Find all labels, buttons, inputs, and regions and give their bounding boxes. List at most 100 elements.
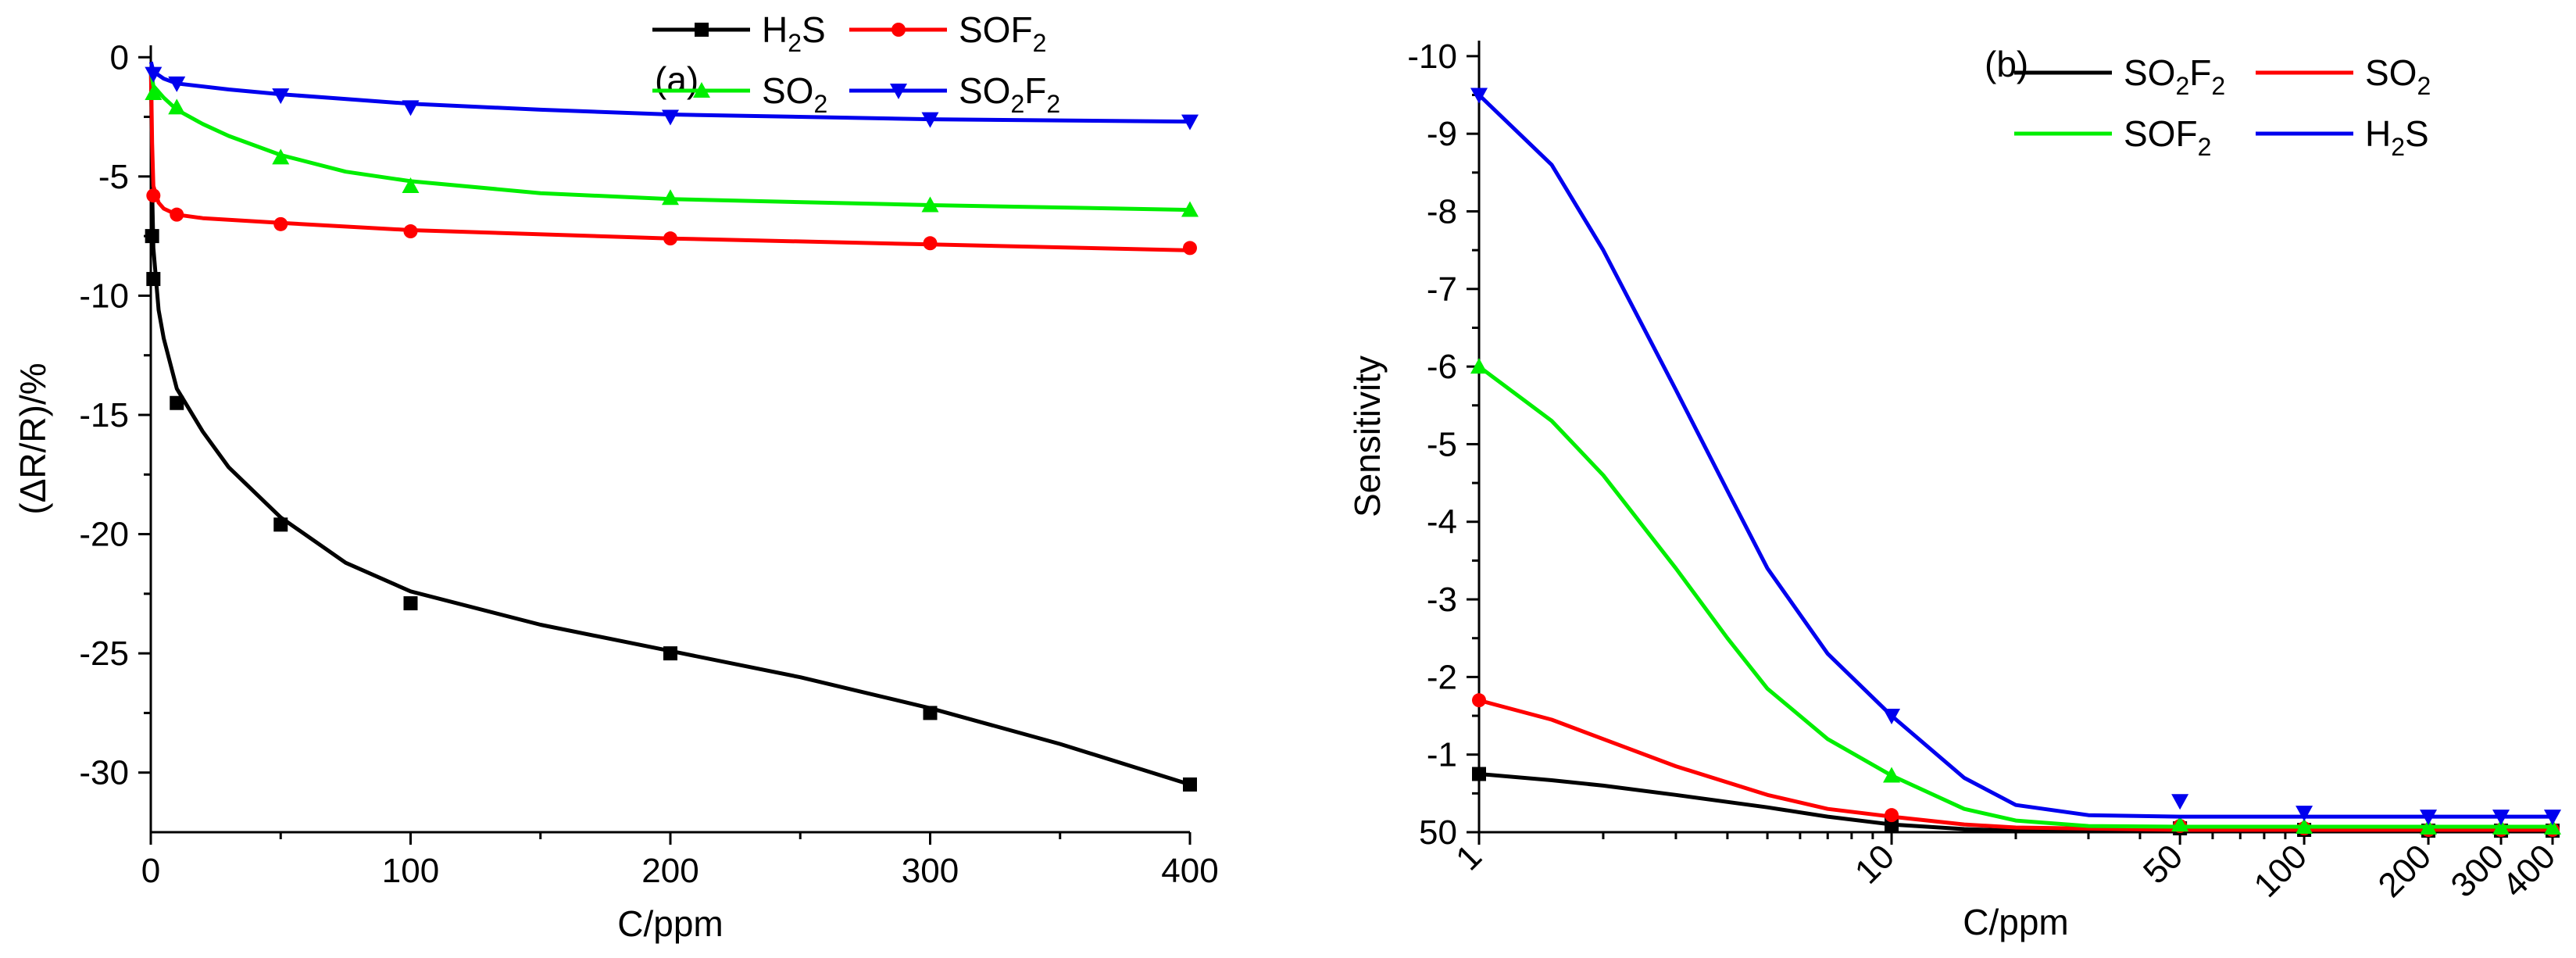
x-axis-title: C/ppm [1963,902,2068,942]
so2-data-point [1181,201,1199,217]
sof2-data-point [1470,358,1488,374]
series-so2f2 [145,61,1199,130]
so2-data-point [662,189,679,206]
sof2-data-point [146,188,161,203]
legend-label: H2S [2365,113,2429,161]
panel-label: (a) [655,59,698,100]
so2-data-point [272,148,290,165]
x-tick-label: 400 [1161,852,1218,890]
y-tick-label: -8 [1427,192,1457,231]
x-tick-label: 400 [2496,837,2563,905]
so2f2-data-point [1472,767,1486,781]
y-tick-label: -5 [1427,425,1457,463]
legend-label: SO2 [2365,52,2431,100]
legend-item-so2: SO2 [2256,52,2431,100]
so2f2-data-point [272,88,290,105]
so2-fit-line [1478,698,2553,832]
series-h2s [1470,88,2561,826]
sof2-data-point [2544,819,2561,835]
sof2-data-point [2171,816,2189,832]
legend: SO2F2 SO2 SOF2 H2S [2014,52,2431,161]
h2s-data-point [273,517,288,532]
x-tick-label: 50 [2136,837,2190,891]
legend-item-so2f2: SO2F2 [849,70,1060,118]
sof2-data-point [273,216,288,231]
panel-b-chart: 50-1-2-3-4-5-6-7-8-9-101 10 50 100 200 300400… [1347,38,2563,942]
legend: H2S SOF2 SO2 SO2F2 [652,9,1060,118]
h2s-data-point [146,272,161,287]
y-tick-label: 50 [1419,813,1457,852]
legend-swatch-marker [890,84,907,99]
sof2-data-point [663,231,677,246]
y-tick-label: -3 [1427,581,1457,619]
so2f2-data-point [402,100,420,116]
y-tick-label: -20 [79,516,129,554]
y-tick-label: -7 [1427,270,1457,309]
h2s-data-point [663,646,677,661]
series-h2s [145,71,1197,792]
legend-swatch-marker [693,82,710,98]
h2s-data-point [2544,810,2561,826]
y-tick-label: -9 [1427,115,1457,153]
legend-swatch-marker [695,23,709,37]
so2f2-data-point [1181,114,1199,130]
legend-label: SO2F2 [959,70,1060,118]
sof2-data-point [403,224,418,239]
sof2-data-point [2420,819,2438,835]
x-tick-label: 100 [2247,837,2315,905]
so2f2-fit-line [1478,772,2553,834]
h2s-data-point [2492,810,2510,826]
h2s-data-point [2420,810,2438,826]
x-axis-title: C/ppm [617,903,723,944]
panel-label: (b) [1985,44,2028,84]
panel-a-chart: 0 -5 -10 -15 -20 -25 -30 0 100 200 300 400 C/ppm (ΔR/… [13,9,1219,944]
so2-data-point [1885,808,1899,823]
y-tick-label: -1 [1427,736,1457,774]
sof2-data-point [1183,241,1197,256]
so2-data-point [921,196,939,213]
so2f2-data-point [921,112,939,128]
sof2-data-point [170,207,184,222]
h2s-fit-line [148,71,1191,787]
h2s-data-point [145,229,159,244]
series-so2 [145,71,1199,217]
x-tick-label: 10 [1848,837,1902,891]
h2s-data-point [2171,794,2189,810]
h2s-data-point [923,706,938,720]
y-axis-title: (ΔR/R)/% [13,363,53,514]
y-tick-label: 0 [110,38,129,77]
legend-item-so2: SO2 [652,70,827,118]
x-tick-label: 300 [902,852,959,890]
legend-label: SO2 [762,70,827,118]
h2s-data-point [170,395,184,410]
y-tick-label: -15 [79,396,129,434]
y-tick-label: -5 [98,158,129,196]
y-tick-label: -30 [79,754,129,792]
so2f2-data-point [168,76,186,92]
legend-item-sof2: SOF2 [849,9,1046,57]
h2s-data-point [1183,777,1197,792]
sof2-data-point [2492,819,2510,835]
legend-item-h2s: H2S [652,9,826,57]
y-tick-label: -4 [1427,503,1457,542]
y-tick-label: -6 [1427,348,1457,386]
h2s-fit-line [1477,93,2553,819]
h2s-data-point [2296,806,2313,822]
so2-data-point [168,98,186,115]
legend-swatch-marker [891,23,906,37]
legend-label: SOF2 [2124,113,2211,161]
sof2-data-point [923,236,938,251]
y-tick-label: -10 [1407,38,1457,76]
y-tick-label: -10 [79,277,129,315]
x-tick-label: 0 [141,852,160,890]
y-tick-label: -25 [79,634,129,673]
sof2-fit-line [148,71,1191,252]
h2s-data-point [1470,88,1488,104]
legend-item-h2s: H2S [2256,113,2429,161]
x-tick-label: 200 [641,852,698,890]
so2-data-point [145,84,163,101]
legend-item-sof2: SOF2 [2014,113,2211,161]
series-sof2 [1470,358,2561,835]
sof2-fit-line [1477,365,2553,829]
